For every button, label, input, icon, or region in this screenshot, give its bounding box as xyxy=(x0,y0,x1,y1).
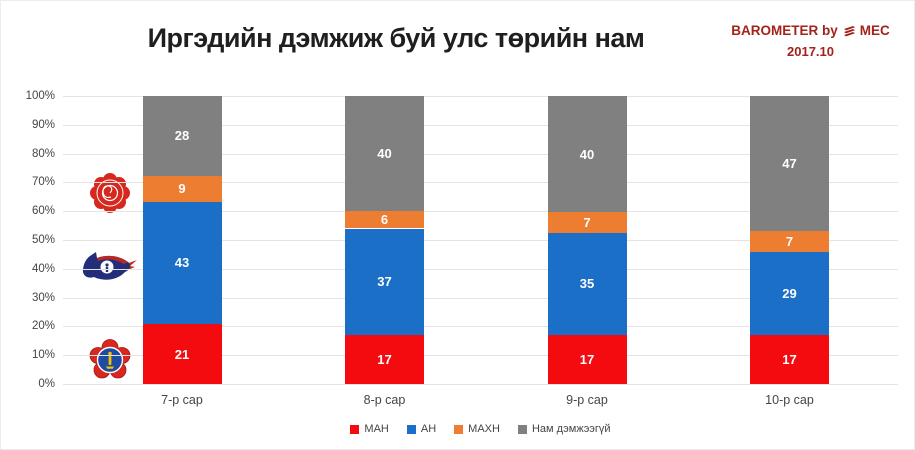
stacked-bar-10-р сар: 17 29 7 47 xyxy=(750,96,829,384)
bar-segment-Нам дэмжээгүй: 40 xyxy=(345,96,424,212)
y-tick-label: 0% xyxy=(38,378,55,390)
data-label: 6 xyxy=(380,212,389,228)
legend-swatch-icon xyxy=(454,424,464,434)
mec-layers-icon xyxy=(841,24,857,39)
data-label: 28 xyxy=(174,128,190,144)
legend-swatch-icon xyxy=(350,424,360,434)
bar-segment-МАХН: 7 xyxy=(547,212,627,233)
bar-segment-МАН: 17 xyxy=(750,335,829,384)
stacked-bar-8-р сар: 17 37 6 40 xyxy=(345,96,424,384)
gridline xyxy=(63,182,898,184)
bar-segment-МАН: 17 xyxy=(547,334,627,384)
gridline xyxy=(63,211,898,213)
data-label: 37 xyxy=(377,274,392,290)
data-label: 17 xyxy=(579,351,595,367)
bar-segment-АН: 35 xyxy=(547,232,627,335)
brand-line1: BAROMETER by MEC xyxy=(723,21,898,42)
bar-segment-МАХН: 6 xyxy=(345,211,424,229)
gridline xyxy=(63,355,898,357)
data-label: 40 xyxy=(579,146,595,162)
y-tick-label: 70% xyxy=(31,176,55,189)
data-label: 47 xyxy=(782,156,797,172)
bar-segment-Нам дэмжээгүй: 28 xyxy=(142,96,222,176)
y-tick-label: 80% xyxy=(31,147,55,160)
legend-swatch-icon xyxy=(517,424,527,434)
brand-date: 2017.10 xyxy=(787,43,834,59)
stacked-bar-9-р сар: 17 35 7 40 xyxy=(547,96,627,384)
legend-item-Нам дэмжээгүй: Нам дэмжээгүй xyxy=(517,423,611,435)
legend-item-МАН: МАН xyxy=(350,423,389,435)
y-tick-label: 60% xyxy=(31,205,55,218)
plot-area: 0% 10% 20% 30% 40% 50% 60% 70% 80% 90% 100% 21 43 9 2… xyxy=(26,90,898,435)
gridline xyxy=(63,297,898,299)
data-label: 21 xyxy=(174,346,190,362)
chart-title: Иргэдийн дэмжиж буй улс төрийн нам xyxy=(147,23,645,53)
bar-segment-АН: 37 xyxy=(345,228,424,336)
data-label: 7 xyxy=(583,215,591,231)
legend-label: МАН xyxy=(364,423,389,435)
y-tick-label: 90% xyxy=(31,118,55,131)
y-tick-label: 40% xyxy=(31,262,55,275)
data-label: 17 xyxy=(782,352,797,368)
bar-segment-АН: 29 xyxy=(750,251,829,336)
gridline xyxy=(63,268,898,270)
brand-suffix: MEC xyxy=(859,23,890,38)
bar-segment-МАХН: 7 xyxy=(750,231,829,252)
legend-swatch-icon xyxy=(406,424,416,434)
data-label: 9 xyxy=(178,181,186,197)
man-flower-logo-icon xyxy=(89,338,131,387)
gridline xyxy=(63,153,898,155)
y-tick-label: 50% xyxy=(31,234,55,246)
x-tick-label: 7-р сар xyxy=(161,393,203,407)
data-label: 43 xyxy=(174,255,190,271)
bar-segment-АН: 43 xyxy=(142,201,222,325)
legend-item-АН: АН xyxy=(406,423,437,435)
x-tick-label: 8-р сар xyxy=(363,393,406,407)
legend-label: АН xyxy=(420,423,437,435)
data-label: 29 xyxy=(782,285,797,301)
barometer-brand: BAROMETER by MEC 2017.10 xyxy=(723,21,898,62)
mahn-rose-logo-icon xyxy=(89,171,131,220)
data-label: 40 xyxy=(377,146,392,162)
bar-segment-Нам дэмжээгүй: 40 xyxy=(547,96,627,213)
bar-segment-МАН: 17 xyxy=(345,335,424,384)
x-tick-label: 10-р сар xyxy=(765,393,814,407)
y-tick-label: 10% xyxy=(31,349,55,362)
legend-label: МАХН xyxy=(468,423,500,435)
bar-segment-Нам дэмжээгүй: 47 xyxy=(750,96,829,232)
data-label: 17 xyxy=(377,352,392,368)
legend: МАН АН МАХН Нам дэмжээгүй xyxy=(63,423,898,435)
gridline xyxy=(63,124,898,126)
bar-segment-МАХН: 9 xyxy=(142,175,222,202)
gridline xyxy=(63,384,898,385)
y-tick-label: 100% xyxy=(25,90,55,102)
bar-segment-МАН: 21 xyxy=(142,324,222,384)
gridline xyxy=(63,96,898,97)
gridline xyxy=(63,240,898,241)
legend-label: Нам дэмжээгүй xyxy=(531,423,611,435)
y-tick-label: 20% xyxy=(31,320,55,333)
an-horse-logo-icon xyxy=(80,250,138,295)
legend-item-МАХН: МАХН xyxy=(454,423,500,435)
gridline xyxy=(63,326,898,328)
brand-prefix: BAROMETER by xyxy=(731,23,838,38)
stacked-bar-7-р сар: 21 43 9 28 xyxy=(142,96,222,384)
data-label: 7 xyxy=(785,233,794,249)
y-tick-label: 30% xyxy=(31,291,55,304)
x-tick-label: 9-р сар xyxy=(566,393,608,407)
data-label: 35 xyxy=(579,276,595,292)
